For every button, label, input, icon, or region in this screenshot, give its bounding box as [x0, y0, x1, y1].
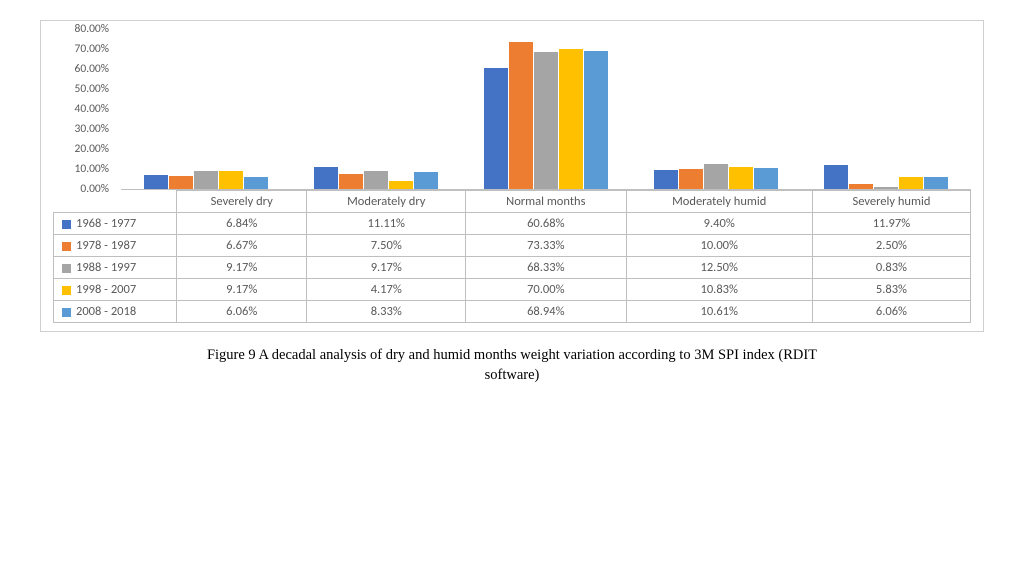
category-group	[801, 29, 971, 189]
bar	[899, 177, 923, 189]
category-group	[291, 29, 461, 189]
legend-cell: 1978 - 1987	[54, 235, 177, 257]
bar	[509, 42, 533, 189]
value-cell: 6.84%	[177, 213, 307, 235]
category-header-cell: Moderately dry	[307, 191, 466, 213]
y-tick-label: 40.00%	[49, 102, 113, 116]
value-cell: 6.06%	[177, 301, 307, 323]
category-header-cell: Normal months	[466, 191, 626, 213]
value-cell: 10.61%	[626, 301, 812, 323]
bar	[849, 184, 873, 189]
legend-label: 1978 - 1987	[76, 238, 136, 253]
value-cell: 10.00%	[626, 235, 812, 257]
value-cell: 73.33%	[466, 235, 626, 257]
caption-line-2: software)	[485, 367, 540, 383]
bar	[414, 172, 438, 189]
bar	[169, 176, 193, 189]
chart-frame: 0.00% 10.00% 20.00% 30.00% 40.00% 50.00% 60.00…	[40, 20, 984, 332]
legend-swatch	[62, 286, 71, 295]
value-cell: 10.83%	[626, 279, 812, 301]
bar	[729, 167, 753, 189]
value-cell: 9.17%	[177, 279, 307, 301]
y-tick-label: 50.00%	[49, 82, 113, 96]
category-header-row: Severely dryModerately dryNormal monthsM…	[54, 191, 971, 213]
legend-label: 1998 - 2007	[76, 282, 136, 297]
value-cell: 6.06%	[812, 301, 970, 323]
value-cell: 0.83%	[812, 257, 970, 279]
caption-line-1: Figure 9 A decadal analysis of dry and h…	[207, 347, 817, 363]
value-cell: 4.17%	[307, 279, 466, 301]
table-row: 1988 - 19979.17%9.17%68.33%12.50%0.83%	[54, 257, 971, 279]
value-cell: 8.33%	[307, 301, 466, 323]
y-tick-label: 0.00%	[49, 182, 113, 196]
y-tick-label: 70.00%	[49, 42, 113, 56]
legend-cell: 1998 - 2007	[54, 279, 177, 301]
value-cell: 11.97%	[812, 213, 970, 235]
plot-area: 0.00%10.00%20.00%30.00%40.00%50.00%60.00…	[121, 29, 971, 190]
legend-label: 1988 - 1997	[76, 260, 136, 275]
bar	[584, 51, 608, 189]
table-row: 1978 - 1987 6.67%7.50%73.33%10.00%2.50%	[54, 235, 971, 257]
value-cell: 11.11%	[307, 213, 466, 235]
value-cell: 5.83%	[812, 279, 970, 301]
y-tick-label: 60.00%	[49, 62, 113, 76]
bar	[339, 174, 363, 189]
table-row: 2008 - 20186.06%8.33%68.94%10.61%6.06%	[54, 301, 971, 323]
category-group	[121, 29, 291, 189]
bar	[679, 169, 703, 189]
legend-label: 1968 - 1977	[76, 216, 136, 231]
legend-swatch	[62, 220, 71, 229]
y-axis: 0.00%10.00%20.00%30.00%40.00%50.00%60.00…	[53, 29, 113, 189]
category-header-cell: Severely dry	[177, 191, 307, 213]
value-cell: 2.50%	[812, 235, 970, 257]
legend-swatch	[62, 264, 71, 273]
legend-cell: 1968 - 1977	[54, 213, 177, 235]
legend-cell: 1988 - 1997	[54, 257, 177, 279]
bar	[704, 164, 728, 189]
bar	[534, 52, 558, 189]
value-cell: 6.67%	[177, 235, 307, 257]
value-cell: 9.17%	[307, 257, 466, 279]
value-cell: 9.17%	[177, 257, 307, 279]
value-cell: 12.50%	[626, 257, 812, 279]
legend-label: 2008 - 2018	[76, 304, 136, 319]
legend-swatch	[62, 242, 71, 251]
table-row: 1968 - 1977 6.84%11.11%60.68%9.40%11.97%	[54, 213, 971, 235]
bar	[484, 68, 508, 189]
bar	[219, 171, 243, 189]
category-header-cell: Moderately humid	[626, 191, 812, 213]
data-table: Severely dryModerately dryNormal monthsM…	[53, 190, 971, 323]
legend-cell: 2008 - 2018	[54, 301, 177, 323]
bar	[754, 168, 778, 189]
value-cell: 68.33%	[466, 257, 626, 279]
table-row: 1998 - 2007 9.17%4.17%70.00%10.83%5.83%	[54, 279, 971, 301]
value-cell: 68.94%	[466, 301, 626, 323]
figure-caption: Figure 9 A decadal analysis of dry and h…	[40, 346, 984, 385]
bar	[924, 177, 948, 189]
bar	[559, 49, 583, 189]
y-tick-label: 10.00%	[49, 162, 113, 176]
bars-row	[121, 29, 971, 189]
category-group	[461, 29, 631, 189]
category-group	[631, 29, 801, 189]
value-cell: 70.00%	[466, 279, 626, 301]
bar	[244, 177, 268, 189]
data-table-body: 1968 - 19776.84%11.11%60.68%9.40%11.97%1…	[54, 213, 971, 323]
legend-swatch	[62, 308, 71, 317]
bar	[194, 171, 218, 189]
y-tick-label: 30.00%	[49, 122, 113, 136]
bar	[654, 170, 678, 189]
y-tick-label: 80.00%	[49, 22, 113, 36]
bar	[874, 187, 898, 189]
bar	[314, 167, 338, 189]
bar	[364, 171, 388, 189]
bar	[824, 165, 848, 189]
value-cell: 7.50%	[307, 235, 466, 257]
value-cell: 60.68%	[466, 213, 626, 235]
y-tick-label: 20.00%	[49, 142, 113, 156]
value-cell: 9.40%	[626, 213, 812, 235]
category-header-cell: Severely humid	[812, 191, 970, 213]
bar	[389, 181, 413, 189]
bar	[144, 175, 168, 189]
